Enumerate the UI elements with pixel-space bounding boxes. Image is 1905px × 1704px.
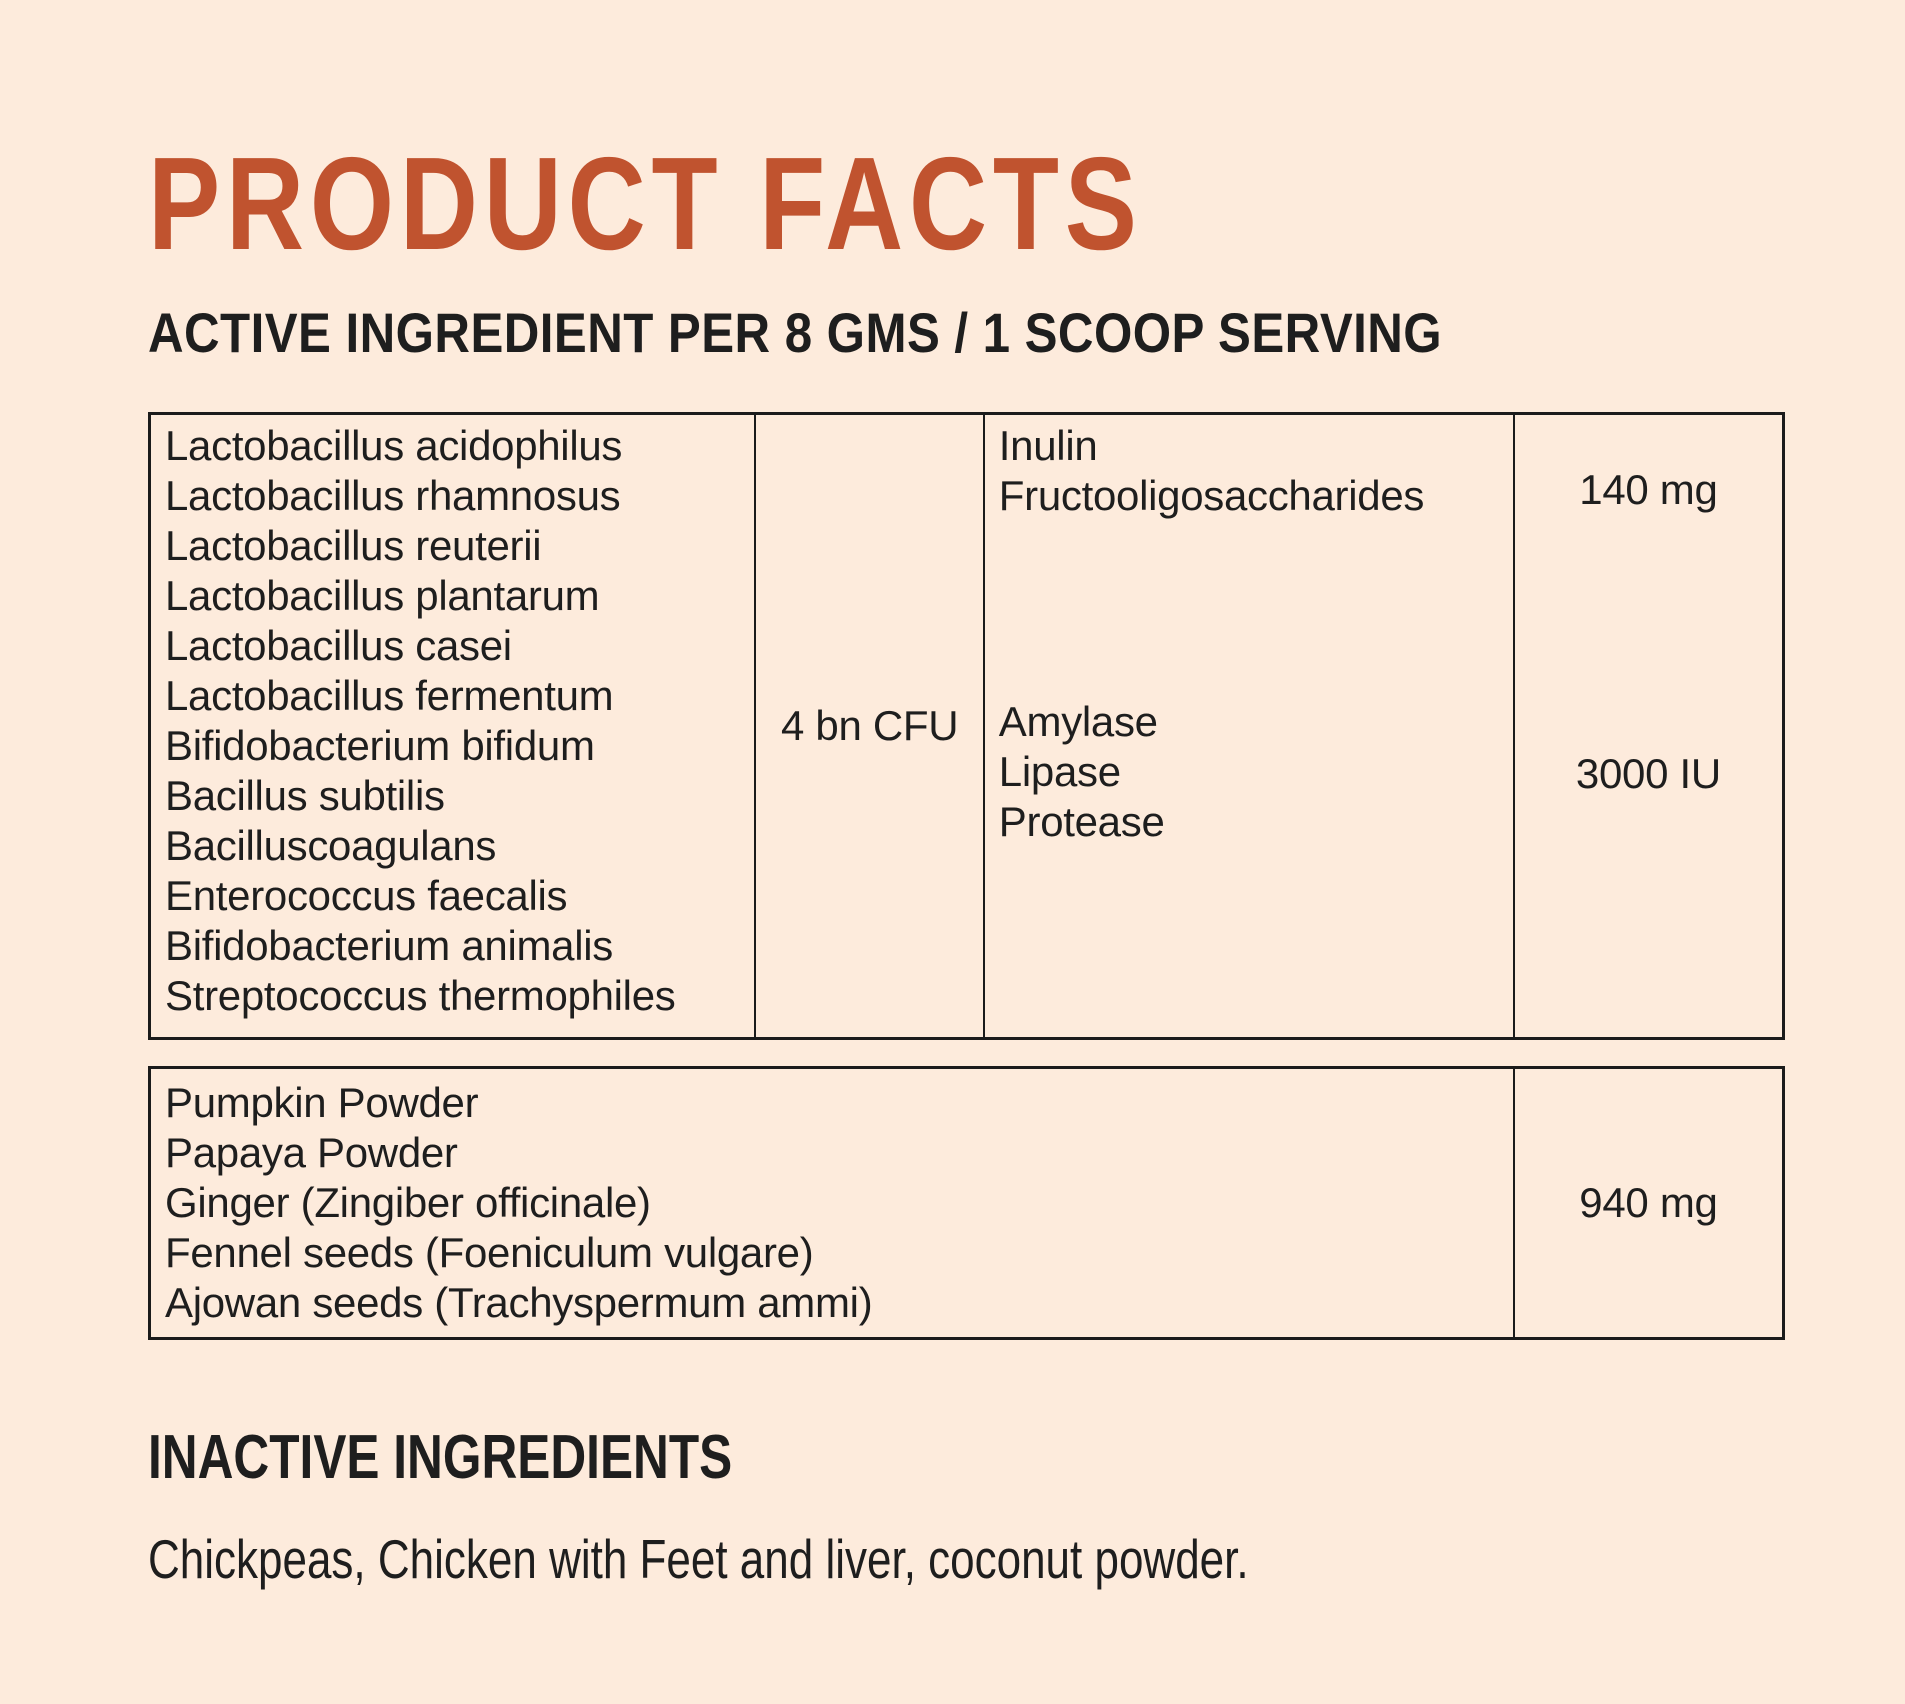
prebiotic-item: Fructooligosaccharides bbox=[998, 472, 1425, 519]
inactive-ingredients-text: Chickpeas, Chicken with Feet and liver, … bbox=[148, 1528, 1249, 1590]
active-ingredients-table: Lactobacillus acidophilus Lactobacillus … bbox=[148, 412, 1785, 1040]
botanicals-amount-cell: 940 mg bbox=[1512, 1069, 1782, 1337]
probiotic-item: Lactobacillus reuterii bbox=[165, 522, 542, 569]
enzymes-group: Amylase Lipase Protease bbox=[999, 697, 1503, 847]
probiotics-amount: 4 bn CFU bbox=[780, 702, 959, 749]
prebiotics-amount: 140 mg bbox=[1579, 466, 1718, 513]
enzyme-item: Amylase bbox=[998, 698, 1158, 745]
botanicals-list-cell: Pumpkin Powder Papaya Powder Ginger (Zin… bbox=[151, 1069, 1513, 1337]
probiotic-item: Bacillus subtilis bbox=[165, 772, 445, 819]
prebiotic-item: Inulin bbox=[998, 422, 1098, 469]
botanical-item: Fennel seeds (Foeniculum vulgare) bbox=[165, 1229, 814, 1276]
probiotic-item: Bifidobacterium bifidum bbox=[165, 722, 595, 769]
botanicals-table: Pumpkin Powder Papaya Powder Ginger (Zin… bbox=[148, 1066, 1785, 1340]
probiotics-amount-cell: 4 bn CFU bbox=[754, 415, 982, 1037]
botanical-item: Pumpkin Powder bbox=[165, 1079, 479, 1126]
probiotic-item: Lactobacillus fermentum bbox=[165, 672, 614, 719]
botanical-item: Ginger (Zingiber officinale) bbox=[165, 1179, 651, 1226]
prebiotics-enzymes-cell: Inulin Fructooligosaccharides Amylase Li… bbox=[982, 415, 1513, 1037]
probiotic-item: Lactobacillus acidophilus bbox=[165, 422, 623, 469]
prebiotics-group: Inulin Fructooligosaccharides bbox=[999, 421, 1503, 521]
amounts-cell: 140 mg 3000 IU bbox=[1512, 415, 1782, 1037]
probiotic-item: Enterococcus faecalis bbox=[165, 872, 568, 919]
probiotic-item: Lactobacillus casei bbox=[165, 622, 512, 669]
enzymes-amount: 3000 IU bbox=[1575, 750, 1721, 797]
page-title: PRODUCT FACTS bbox=[148, 130, 1143, 277]
inactive-ingredients-heading: INACTIVE INGREDIENTS bbox=[148, 1423, 733, 1492]
enzyme-item: Lipase bbox=[998, 748, 1121, 795]
probiotics-list-cell: Lactobacillus acidophilus Lactobacillus … bbox=[151, 415, 754, 1037]
active-ingredient-subtitle: ACTIVE INGREDIENT PER 8 GMS / 1 SCOOP SE… bbox=[148, 301, 1443, 364]
probiotic-item: Lactobacillus rhamnosus bbox=[165, 472, 621, 519]
botanical-item: Ajowan seeds (Trachyspermum ammi) bbox=[165, 1279, 873, 1326]
botanical-item: Papaya Powder bbox=[165, 1129, 458, 1176]
probiotic-item: Bifidobacterium animalis bbox=[165, 922, 613, 969]
probiotic-item: Lactobacillus plantarum bbox=[165, 572, 600, 619]
botanicals-amount: 940 mg bbox=[1579, 1179, 1718, 1226]
probiotic-item: Streptococcus thermophiles bbox=[165, 972, 676, 1019]
probiotic-item: Bacilluscoagulans bbox=[165, 822, 497, 869]
enzyme-item: Protease bbox=[998, 798, 1165, 845]
